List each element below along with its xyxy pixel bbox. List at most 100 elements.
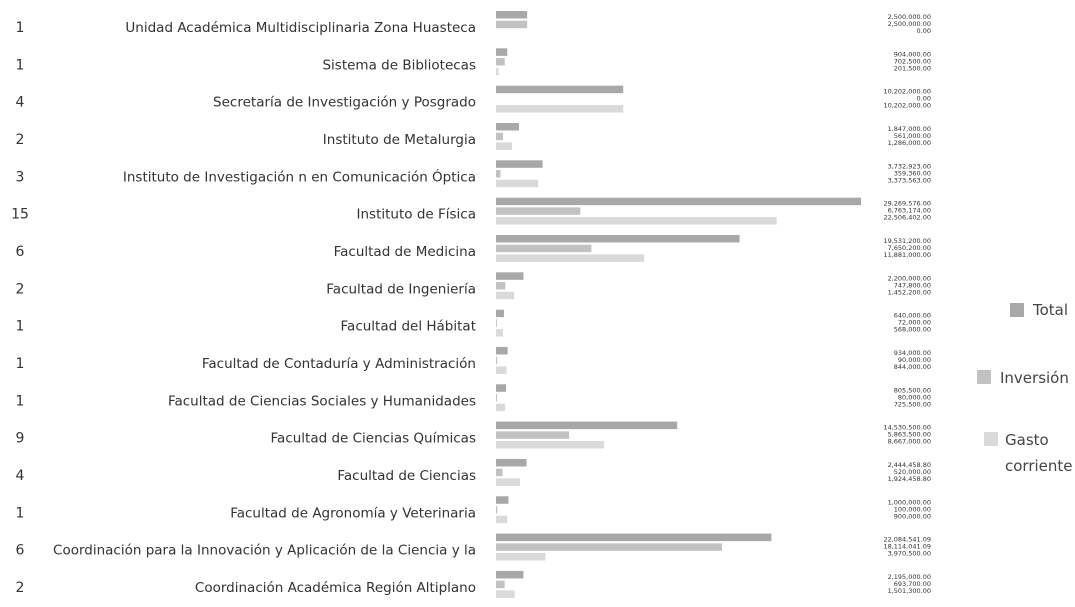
value-label: 22,506,402.00 [883, 214, 931, 222]
count: 1 [16, 505, 25, 521]
count: 15 [11, 207, 29, 223]
value-label: 702,500.00 [894, 57, 931, 65]
category-label: Facultad de Medicina [334, 244, 476, 260]
category-label: Facultad de Ciencias [337, 468, 476, 484]
bar [496, 366, 507, 374]
bar [496, 319, 497, 327]
bar [496, 478, 520, 486]
category-label: Coordinación Académica Región Altiplano [195, 580, 476, 596]
count: 2 [16, 132, 25, 148]
value-label: 0.00 [917, 95, 931, 103]
bar [496, 132, 503, 141]
count: 6 [16, 543, 25, 559]
bar [496, 11, 528, 19]
value-label: 3,970,500.00 [888, 550, 931, 558]
value-label: 18,114,041.09 [883, 543, 931, 551]
bar [496, 468, 503, 477]
value-label: 3,373,563.00 [888, 176, 931, 184]
bar [496, 431, 570, 439]
value-label: 359,360.00 [894, 169, 931, 177]
value-label: 10,202,000.00 [883, 102, 931, 110]
value-label: 6,763,174.00 [888, 207, 931, 215]
value-label: 725,500.00 [894, 400, 931, 408]
value-label: 1,501,300.00 [888, 587, 931, 595]
value-label: 747,800.00 [894, 281, 931, 289]
category-label: Coordinación para la Innovación y Aplica… [53, 543, 476, 559]
value-label: 8,667,000.00 [888, 438, 931, 446]
value-label: 900,000.00 [894, 512, 931, 520]
value-label: 1,452,200.00 [888, 288, 931, 296]
value-label: 2,500,000.00 [888, 20, 931, 28]
count: 1 [16, 20, 25, 36]
bar [496, 179, 539, 188]
value-label: 19,531,200.00 [883, 237, 931, 245]
bar [496, 105, 624, 113]
category-label: Unidad Académica Multidisciplinaria Zona… [125, 20, 476, 36]
bar [496, 142, 513, 150]
value-label: 100,000.00 [894, 505, 931, 513]
value-label: 844,000.00 [894, 363, 931, 371]
value-label: 934,000.00 [894, 349, 931, 357]
category-label: Facultad de Ciencias Químicas [271, 431, 477, 447]
bar [496, 515, 508, 524]
bar [496, 197, 861, 206]
bar [496, 20, 528, 29]
count: 3 [16, 169, 25, 185]
category-label: Facultad del Hábitat [341, 319, 476, 335]
value-label: 1,286,000.00 [888, 139, 931, 147]
value-label: 1,924,458.80 [888, 475, 931, 483]
category-label: Sistema de Bibliotecas [322, 57, 476, 73]
bar [496, 217, 777, 225]
value-label: 22,084,541.09 [883, 536, 931, 544]
legend-swatch [1010, 303, 1024, 317]
count: 4 [16, 95, 25, 111]
value-label: 3,732,923.00 [888, 162, 931, 170]
value-label: 2,500,000.00 [888, 13, 931, 21]
bar [496, 441, 605, 449]
value-label: 1,000,000.00 [888, 498, 931, 506]
value-label: 904,000.00 [894, 50, 931, 58]
bar [496, 356, 498, 365]
count: 4 [16, 468, 25, 484]
value-label: 2,200,000.00 [888, 274, 931, 282]
legend-label: Gasto corriente [1005, 431, 1073, 475]
bar [496, 496, 509, 504]
count: 1 [16, 319, 25, 335]
bar [496, 207, 581, 215]
bar [496, 570, 524, 579]
bar [496, 272, 524, 280]
legend-label: Total [1033, 301, 1069, 319]
bar [496, 85, 624, 94]
value-label: 80,000.00 [898, 393, 931, 401]
bar [496, 58, 505, 66]
value-label: 72,000.00 [898, 319, 931, 327]
category-label: Facultad de Contaduría y Administración [202, 356, 476, 372]
value-label: 0.00 [917, 27, 931, 35]
bar [496, 160, 543, 168]
category-label: Secretaría de Investigación y Posgrado [213, 95, 476, 111]
bar [496, 291, 515, 300]
value-label: 2,444,458.80 [888, 461, 931, 469]
bar [496, 384, 507, 392]
bar [496, 170, 501, 178]
bar [496, 543, 722, 551]
bar [496, 394, 497, 402]
bar [496, 309, 504, 318]
legend-swatch [984, 432, 998, 446]
category-label: Facultad de Ciencias Sociales y Humanida… [168, 393, 476, 409]
bar [496, 244, 592, 253]
count: 1 [16, 356, 25, 372]
bar [496, 346, 508, 355]
value-label: 14,530,500.00 [883, 424, 931, 432]
bar [496, 122, 520, 131]
category-label: Facultad de Agronomía y Veterinaria [230, 505, 476, 521]
bar [496, 505, 498, 514]
bar [496, 458, 527, 467]
bar [496, 67, 499, 76]
value-label: 10,202,000.00 [883, 88, 931, 96]
count: 2 [16, 281, 25, 297]
value-label: 640,000.00 [894, 312, 931, 320]
bar [496, 421, 678, 430]
value-label: 90,000.00 [898, 356, 931, 364]
